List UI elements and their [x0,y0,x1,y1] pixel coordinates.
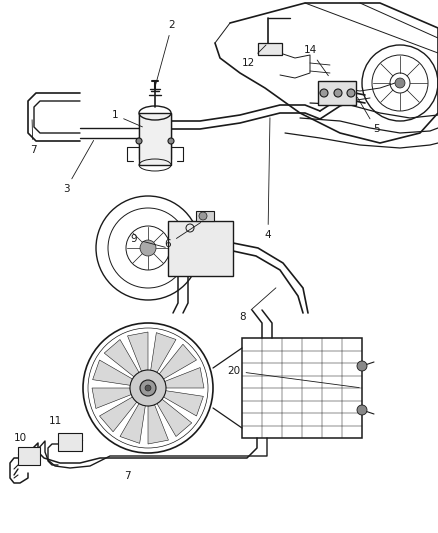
Text: 12: 12 [241,45,266,68]
Circle shape [357,361,367,371]
Circle shape [320,89,328,97]
Text: 1: 1 [112,110,142,127]
Circle shape [357,405,367,415]
Circle shape [140,240,156,256]
Polygon shape [104,340,139,377]
Circle shape [334,89,342,97]
Text: 10: 10 [14,433,27,443]
Circle shape [347,89,355,97]
Circle shape [130,370,166,406]
Circle shape [395,78,405,88]
Text: 3: 3 [63,140,94,194]
Circle shape [140,380,156,396]
Bar [258,43,282,55]
Circle shape [199,212,207,220]
Polygon shape [127,332,148,372]
Circle shape [168,138,174,144]
Circle shape [145,385,151,391]
Text: 14: 14 [304,45,328,76]
Bar [318,81,356,105]
Polygon shape [151,333,176,373]
Bar [242,338,362,438]
Polygon shape [92,388,131,408]
Polygon shape [159,344,197,379]
Bar [168,221,233,276]
Text: 11: 11 [48,416,62,426]
Text: 8: 8 [240,288,276,322]
Bar [139,113,171,165]
Polygon shape [148,405,169,444]
Bar [196,211,214,221]
Text: 7: 7 [124,471,131,481]
Text: 5: 5 [357,98,379,134]
Text: 9: 9 [131,234,165,247]
Polygon shape [120,403,145,443]
Text: 20: 20 [227,366,359,387]
Bar [58,433,82,451]
Polygon shape [99,397,137,432]
Polygon shape [165,368,204,388]
Polygon shape [163,391,203,416]
Circle shape [136,138,142,144]
Bar [18,447,40,465]
Text: 7: 7 [30,120,36,155]
Polygon shape [92,360,132,385]
Text: 6: 6 [165,222,201,249]
Polygon shape [157,399,192,437]
Text: 4: 4 [265,118,271,240]
Text: 2: 2 [156,20,175,84]
